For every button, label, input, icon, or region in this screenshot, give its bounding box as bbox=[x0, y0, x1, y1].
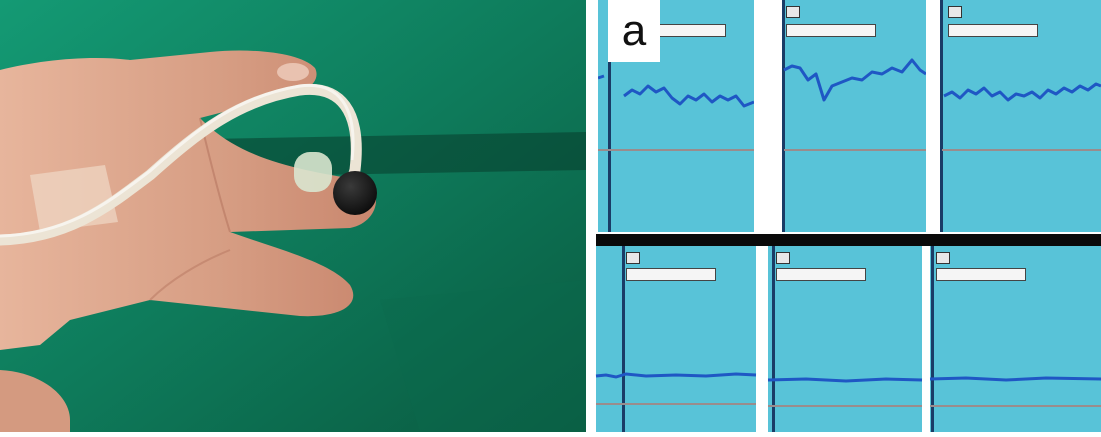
pulse-trace-top-3 bbox=[943, 82, 1101, 102]
finger-probe-photo bbox=[0, 0, 586, 432]
cursor-line bbox=[608, 0, 611, 232]
hand bbox=[0, 50, 377, 350]
flat-trace-bottom-3 bbox=[929, 376, 1101, 382]
annotation-tag bbox=[948, 24, 1038, 37]
fingernail bbox=[277, 63, 309, 81]
panel-label: a bbox=[608, 0, 660, 62]
cursor-line bbox=[622, 246, 625, 432]
cursor-line bbox=[940, 0, 943, 232]
trace-panel-top-3 bbox=[942, 0, 1101, 232]
panel-gap bbox=[586, 246, 596, 432]
pulse-trace bbox=[597, 74, 605, 80]
monitor-traces-panel: a bbox=[586, 0, 1101, 432]
pulse-trace-top-2 bbox=[783, 58, 927, 102]
annotation-marker bbox=[626, 252, 640, 264]
drape-shade bbox=[380, 280, 586, 432]
finger-probe-photo-drawing bbox=[0, 0, 586, 432]
panel-gap bbox=[754, 0, 782, 232]
annotation-marker bbox=[776, 252, 790, 264]
panel-gap bbox=[922, 246, 930, 432]
cursor-line bbox=[782, 0, 785, 232]
cursor-line bbox=[931, 246, 934, 432]
panel-gap bbox=[926, 0, 940, 232]
cursor-line bbox=[772, 246, 775, 432]
annotation-tag bbox=[626, 268, 716, 281]
translucent-clip bbox=[294, 152, 332, 192]
annotation-marker bbox=[786, 6, 800, 18]
panel-gap bbox=[586, 0, 598, 232]
probe-cable-highlight bbox=[0, 83, 355, 238]
probe-tip bbox=[333, 171, 377, 215]
annotation-marker bbox=[948, 6, 962, 18]
pulse-trace-top-1 bbox=[623, 84, 755, 108]
annotation-marker bbox=[936, 252, 950, 264]
flat-trace-bottom-2 bbox=[767, 377, 923, 383]
finger-crease bbox=[149, 249, 231, 301]
flat-trace-bottom-1 bbox=[595, 372, 757, 379]
trace-panel-top-2 bbox=[784, 0, 926, 232]
monitor-traces-drawing bbox=[586, 0, 1101, 432]
annotation-tag bbox=[786, 24, 876, 37]
panel-gap bbox=[756, 246, 768, 432]
annotation-tag bbox=[776, 268, 866, 281]
second-hand bbox=[0, 370, 70, 432]
annotation-tag bbox=[936, 268, 1026, 281]
row-divider bbox=[596, 234, 1101, 246]
